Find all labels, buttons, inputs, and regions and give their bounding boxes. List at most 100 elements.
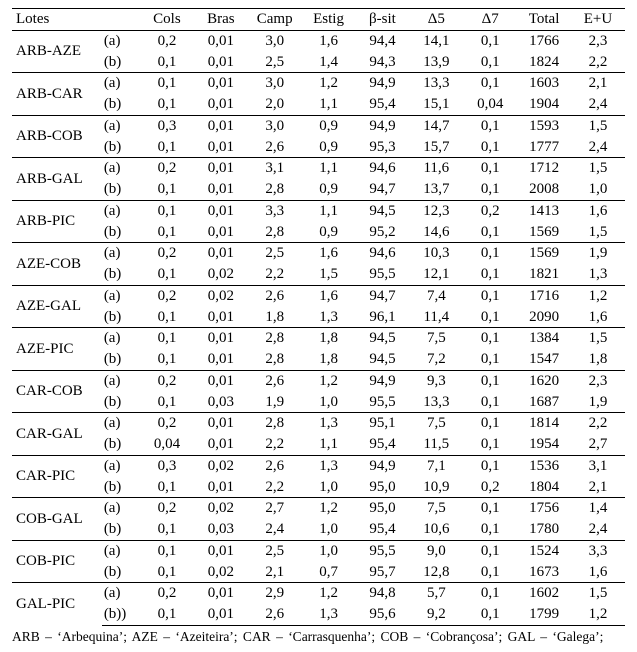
- data-cell: 2,2: [571, 413, 625, 434]
- data-cell: 95,5: [356, 540, 410, 561]
- data-cell: 95,5: [356, 264, 410, 285]
- data-cell: 2,7: [571, 434, 625, 455]
- data-cell: 0,1: [140, 604, 194, 625]
- data-cell: 0,1: [140, 519, 194, 540]
- data-cell: 0,01: [194, 30, 248, 51]
- lote-label: ARB-COB: [12, 115, 102, 158]
- data-cell: 1,6: [302, 243, 356, 264]
- data-cell: 0,1: [140, 392, 194, 413]
- lote-label: ARB-CAR: [12, 73, 102, 116]
- data-cell: 94,9: [356, 455, 410, 476]
- table-row: GAL-PIC(a)0,20,012,91,294,85,70,116021,5: [12, 583, 625, 604]
- data-cell: 2,4: [571, 519, 625, 540]
- data-cell: 1,3: [302, 307, 356, 328]
- table-row: (b)0,10,022,21,595,512,10,118211,3: [12, 264, 625, 285]
- data-cell: 0,1: [463, 434, 517, 455]
- lote-label: CAR-COB: [12, 370, 102, 413]
- data-cell: 1954: [517, 434, 571, 455]
- data-cell: 0,04: [463, 94, 517, 115]
- data-cell: 0,2: [463, 200, 517, 221]
- data-cell: 0,1: [463, 328, 517, 349]
- data-cell: 0,1: [140, 264, 194, 285]
- data-cell: 94,7: [356, 179, 410, 200]
- data-cell: 2,6: [248, 604, 302, 625]
- lote-label: AZE-GAL: [12, 285, 102, 328]
- data-cell: 95,4: [356, 519, 410, 540]
- data-cell: 1,8: [248, 307, 302, 328]
- data-cell: 0,01: [194, 179, 248, 200]
- data-cell: 0,1: [463, 455, 517, 476]
- lote-label: GAL-PIC: [12, 583, 102, 626]
- data-cell: 94,4: [356, 30, 410, 51]
- data-cell: 0,1: [463, 604, 517, 625]
- data-cell: 0,02: [194, 285, 248, 306]
- data-cell: 96,1: [356, 307, 410, 328]
- lote-label: AZE-COB: [12, 243, 102, 286]
- sub-label: (a): [102, 370, 140, 391]
- data-cell: 0,01: [194, 137, 248, 158]
- data-cell: 95,3: [356, 137, 410, 158]
- data-cell: 0,1: [140, 137, 194, 158]
- data-cell: 0,2: [140, 413, 194, 434]
- data-cell: 1,5: [571, 115, 625, 136]
- data-cell: 2,4: [571, 94, 625, 115]
- data-cell: 1,2: [302, 498, 356, 519]
- data-cell: 1524: [517, 540, 571, 561]
- lote-label: ARB-PIC: [12, 200, 102, 243]
- data-cell: 1,4: [302, 52, 356, 73]
- data-cell: 1,3: [571, 264, 625, 285]
- data-cell: 7,2: [409, 349, 463, 370]
- data-cell: 0,01: [194, 200, 248, 221]
- col-lotes: Lotes: [12, 9, 140, 31]
- table-row: ARB-COB(a)0,30,013,00,994,914,70,115931,…: [12, 115, 625, 136]
- data-cell: 1569: [517, 243, 571, 264]
- data-cell: 2090: [517, 307, 571, 328]
- data-cell: 1,3: [302, 413, 356, 434]
- sub-label: (b): [102, 434, 140, 455]
- data-cell: 94,6: [356, 243, 410, 264]
- data-cell: 0,3: [140, 115, 194, 136]
- lote-label: COB-PIC: [12, 540, 102, 583]
- lote-label: ARB-GAL: [12, 158, 102, 201]
- data-cell: 12,1: [409, 264, 463, 285]
- data-cell: 1,5: [571, 222, 625, 243]
- data-cell: 1,3: [302, 604, 356, 625]
- data-cell: 94,7: [356, 285, 410, 306]
- sub-label: (b): [102, 179, 140, 200]
- data-cell: 0,01: [194, 540, 248, 561]
- table-row: (b)0,10,032,41,095,410,60,117802,4: [12, 519, 625, 540]
- data-cell: 3,3: [248, 200, 302, 221]
- data-cell: 0,1: [463, 73, 517, 94]
- table-row: (b)0,10,012,81,894,57,20,115471,8: [12, 349, 625, 370]
- data-cell: 0,1: [463, 158, 517, 179]
- data-cell: 1673: [517, 562, 571, 583]
- table-row: ARB-GAL(a)0,20,013,11,194,611,60,117121,…: [12, 158, 625, 179]
- data-cell: 1824: [517, 52, 571, 73]
- table-page: Lotes Cols Bras Camp Estig β-sit Δ5 Δ7 T…: [0, 0, 637, 652]
- data-cell: 0,2: [140, 158, 194, 179]
- data-cell: 0,1: [463, 413, 517, 434]
- data-cell: 0,1: [140, 328, 194, 349]
- col-cols: Cols: [140, 9, 194, 31]
- table-row: CAR-PIC(a)0,30,022,61,394,97,10,115363,1: [12, 455, 625, 476]
- table-row: ARB-PIC(a)0,10,013,31,194,512,30,214131,…: [12, 200, 625, 221]
- sub-label: (a): [102, 540, 140, 561]
- data-cell: 1,2: [571, 604, 625, 625]
- data-cell: 1,5: [571, 158, 625, 179]
- data-cell: 7,5: [409, 413, 463, 434]
- data-cell: 0,9: [302, 115, 356, 136]
- data-cell: 0,1: [463, 349, 517, 370]
- data-cell: 0,1: [140, 307, 194, 328]
- sub-label: (a): [102, 200, 140, 221]
- data-cell: 0,04: [140, 434, 194, 455]
- data-cell: 0,3: [140, 455, 194, 476]
- data-cell: 0,1: [463, 243, 517, 264]
- data-cell: 1,8: [302, 349, 356, 370]
- data-cell: 0,01: [194, 477, 248, 498]
- sub-label: (b): [102, 307, 140, 328]
- data-cell: 0,1: [140, 477, 194, 498]
- data-cell: 1780: [517, 519, 571, 540]
- col-camp: Camp: [248, 9, 302, 31]
- table-row: ARB-AZE(a)0,20,013,01,694,414,10,117662,…: [12, 30, 625, 51]
- data-cell: 2,9: [248, 583, 302, 604]
